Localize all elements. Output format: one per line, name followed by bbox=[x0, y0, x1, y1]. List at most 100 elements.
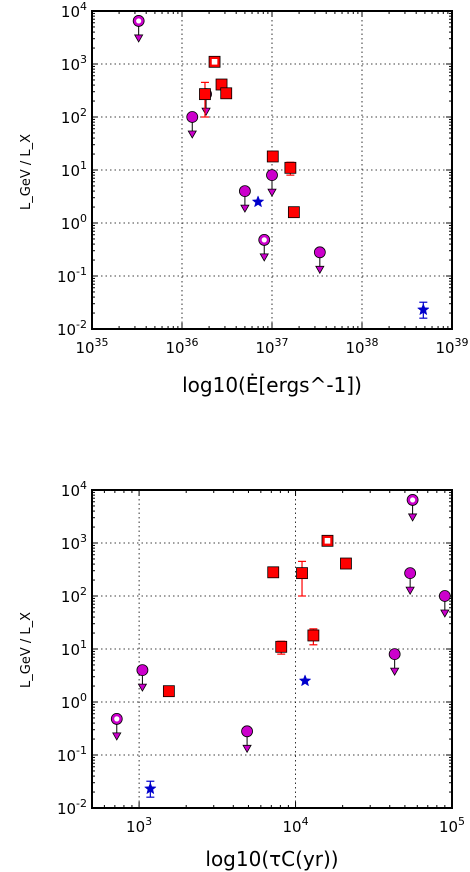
y-tick-label: 100 bbox=[61, 212, 87, 233]
x-tick-label: 103 bbox=[126, 815, 152, 836]
upper-limit-arrow bbox=[440, 609, 450, 618]
plot-frame bbox=[91, 489, 453, 809]
y-axis-label-bottom: L_GeV / L_X bbox=[19, 612, 34, 688]
y-tick-label: 10-1 bbox=[57, 744, 87, 765]
marker-square-hole bbox=[324, 538, 331, 544]
marker-circle-hole bbox=[410, 497, 416, 503]
marker-square bbox=[162, 685, 175, 698]
marker-circle bbox=[239, 185, 251, 197]
data-point-circle-open bbox=[258, 233, 271, 262]
marker-square bbox=[267, 566, 280, 579]
y-tick-label: 104 bbox=[61, 0, 87, 21]
marker-circle-hole bbox=[114, 716, 120, 722]
marker-circle-hole bbox=[261, 237, 267, 243]
upper-limit-arrow bbox=[267, 188, 277, 197]
data-point-circle bbox=[404, 567, 417, 595]
y-tick-label: 10-1 bbox=[57, 265, 87, 286]
plot-frame bbox=[91, 10, 453, 330]
panel-top: 1035 1036 1037 1038 1039 10-2 10-1 100 101 102 103… bbox=[57, 0, 469, 357]
marker-star bbox=[143, 782, 157, 795]
y-tick-label: 102 bbox=[61, 106, 87, 127]
y-tick-label: 10-2 bbox=[57, 797, 87, 818]
data-point-square bbox=[307, 628, 320, 646]
data-point-square bbox=[296, 560, 308, 597]
marker-square bbox=[296, 567, 308, 580]
y-tick-label: 100 bbox=[61, 691, 87, 712]
data-point-square bbox=[199, 81, 211, 118]
y-tick-label: 104 bbox=[61, 479, 87, 500]
upper-limit-arrow bbox=[405, 586, 415, 595]
marker-circle bbox=[313, 246, 326, 259]
upper-limit-arrow bbox=[407, 513, 418, 522]
y-tick-label: 10-2 bbox=[57, 318, 87, 339]
y-tick-label: 103 bbox=[61, 532, 87, 553]
upper-limit-arrow bbox=[137, 683, 148, 692]
x-tick-label: 1039 bbox=[435, 336, 468, 357]
marker-square bbox=[266, 150, 279, 163]
data-point-star bbox=[251, 195, 265, 208]
marker-circle bbox=[186, 111, 199, 123]
data-point-circle bbox=[313, 246, 326, 275]
x-axis-label-bottom: log10(τC(yr)) bbox=[205, 847, 338, 871]
data-point-square bbox=[162, 685, 175, 698]
data-point-star bbox=[416, 301, 430, 319]
marker-square bbox=[284, 161, 297, 174]
marker-circle bbox=[388, 648, 401, 661]
marker-circle bbox=[241, 725, 253, 738]
marker-star bbox=[251, 195, 265, 208]
x-tick-label: 1037 bbox=[255, 336, 288, 357]
data-point-square bbox=[275, 640, 288, 655]
x-tick-label: 1035 bbox=[75, 336, 108, 357]
upper-limit-arrow bbox=[187, 130, 197, 139]
marker-star bbox=[416, 303, 430, 316]
y-axis-label-top: L_GeV / L_X bbox=[19, 134, 34, 210]
data-point-square bbox=[267, 566, 280, 579]
x-tick-label: 104 bbox=[283, 815, 309, 836]
data-point-square-open bbox=[321, 534, 334, 547]
marker-square bbox=[340, 557, 352, 570]
data-point-circle bbox=[186, 111, 199, 139]
y-tick-label: 101 bbox=[61, 159, 87, 180]
upper-limit-arrow bbox=[389, 667, 400, 676]
marker-circle bbox=[266, 169, 278, 182]
upper-limit-arrow bbox=[133, 34, 144, 43]
y-tick-label: 102 bbox=[61, 585, 87, 606]
data-point-star bbox=[143, 780, 157, 798]
marker-square bbox=[307, 629, 320, 642]
data-point-circle bbox=[136, 664, 149, 692]
x-axis-label-top: log10(Ė[ergs^-1]) bbox=[182, 373, 362, 397]
marker-circle bbox=[404, 567, 417, 580]
data-point-circle bbox=[241, 725, 253, 754]
y-tick-label: 101 bbox=[61, 638, 87, 659]
data-point-square-open bbox=[208, 55, 221, 68]
upper-limit-arrow bbox=[259, 253, 269, 262]
y-tick-label: 103 bbox=[61, 53, 87, 74]
upper-limit-arrow bbox=[201, 107, 211, 116]
marker-star bbox=[298, 674, 312, 687]
data-point-circle bbox=[388, 648, 401, 676]
marker-square bbox=[275, 640, 288, 653]
data-point-circle bbox=[266, 169, 278, 197]
marker-circle-hole bbox=[136, 18, 142, 24]
data-point-star bbox=[298, 674, 312, 687]
data-point-circle-open bbox=[110, 712, 123, 741]
data-point-circle-open bbox=[132, 15, 145, 43]
upper-limit-arrow bbox=[112, 732, 122, 741]
upper-limit-arrow bbox=[242, 744, 252, 754]
marker-square bbox=[220, 87, 233, 100]
panel-bottom: 103 104 105 10-2 10-1 100 101 102 103 104 bbox=[57, 479, 465, 836]
x-tick-label: 1038 bbox=[345, 336, 378, 357]
data-point-circle bbox=[239, 185, 251, 213]
data-point-square bbox=[340, 557, 352, 570]
marker-circle bbox=[438, 590, 451, 602]
data-point-square bbox=[266, 150, 279, 163]
x-tick-label: 105 bbox=[439, 815, 465, 836]
marker-square bbox=[199, 88, 211, 101]
marker-square-hole bbox=[211, 59, 218, 65]
data-point-square bbox=[287, 206, 300, 219]
marker-circle bbox=[136, 664, 149, 676]
upper-limit-arrow bbox=[315, 265, 325, 275]
upper-limit-arrow bbox=[240, 204, 250, 213]
x-tick-label: 1036 bbox=[165, 336, 198, 357]
